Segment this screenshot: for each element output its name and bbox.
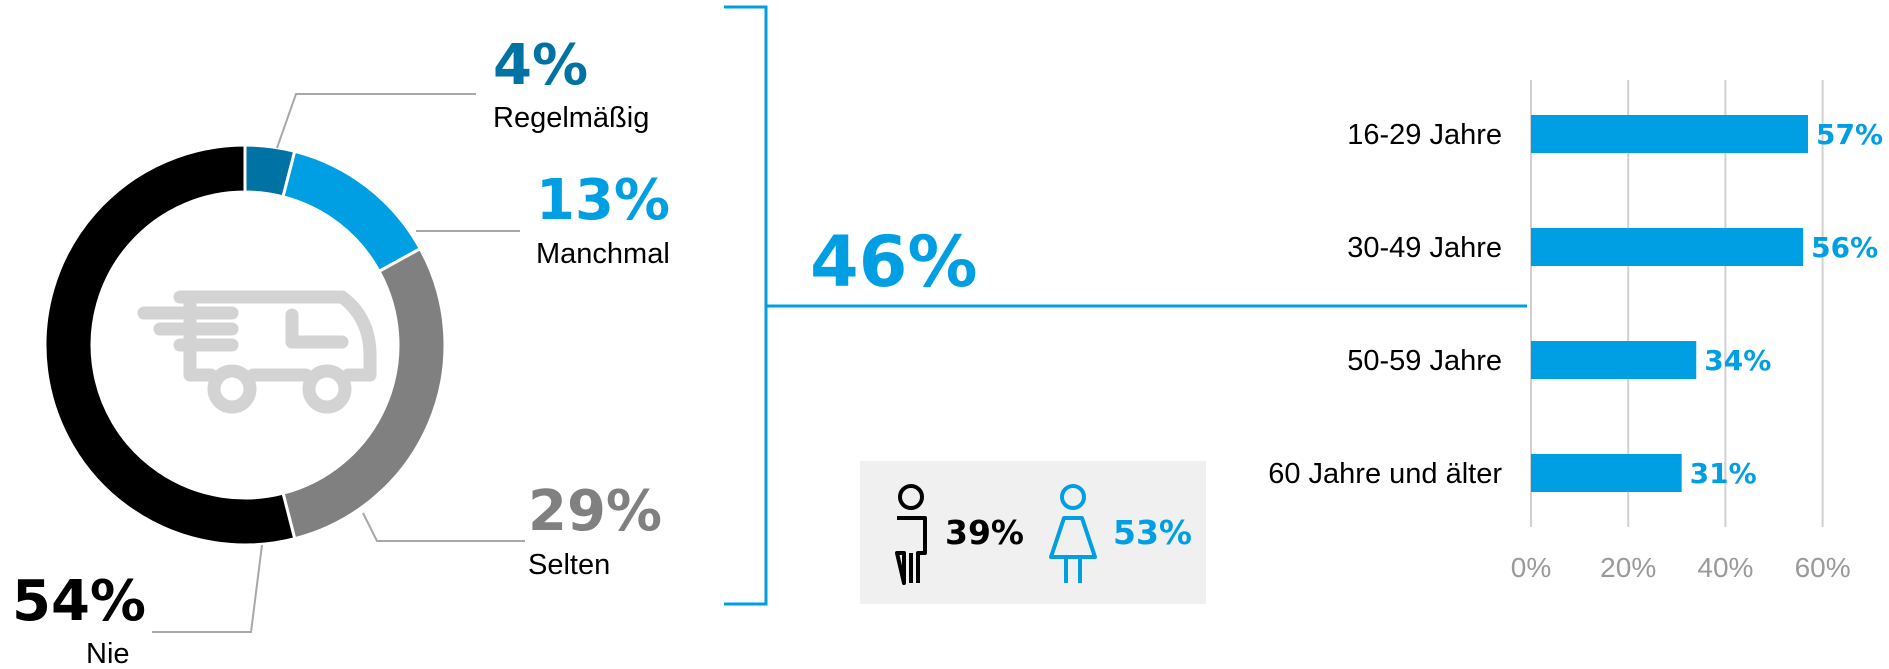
category-label: 50-59 Jahre (1347, 345, 1502, 377)
female-person-icon (1049, 484, 1097, 583)
category-label: 16-29 Jahre (1347, 119, 1502, 151)
leader-line-nie (152, 544, 263, 633)
leader-line-regelmaessig (276, 93, 476, 149)
regelmaessig-percent: 4% (493, 33, 588, 98)
nie-label: Nie (86, 638, 130, 669)
bracket-percent: 46% (810, 221, 978, 303)
bracket (724, 5, 768, 606)
regelmaessig-label: Regelmäßig (493, 102, 649, 134)
selten-label: Selten (528, 549, 610, 581)
x-tick-label: 20% (1600, 552, 1656, 583)
donut-slice-1 (281, 149, 423, 274)
male-percent: 39% (945, 513, 1024, 552)
donut-slice-3 (43, 143, 297, 547)
bar (1531, 115, 1809, 153)
bar (1531, 341, 1697, 379)
bar-value-label: 34% (1704, 344, 1771, 377)
x-tick-label: 60% (1795, 552, 1851, 583)
selten-percent: 29% (528, 479, 662, 544)
bar-value-label: 57% (1816, 118, 1883, 151)
bar (1531, 228, 1804, 266)
male-person-icon (895, 484, 927, 585)
bar-value-label: 56% (1811, 231, 1878, 264)
category-label: 60 Jahre und älter (1268, 458, 1502, 490)
manchmal-percent: 13% (536, 168, 670, 233)
leader-line-selten (362, 512, 525, 542)
age-bar-chart: 0% 20% 40% 60% 16-29 Jahre 57% 30-49 Jahre 56% 5… (1268, 80, 1883, 583)
manchmal-label: Manchmal (536, 238, 670, 270)
nie-percent: 54% (12, 569, 146, 634)
x-tick-label: 0% (1511, 552, 1551, 583)
x-tick-label: 40% (1697, 552, 1753, 583)
donut-leader-lines (152, 93, 525, 633)
bar (1531, 454, 1682, 492)
bar-value-label: 31% (1690, 457, 1757, 490)
delivery-van-icon (137, 290, 377, 414)
category-label: 30-49 Jahre (1347, 232, 1502, 264)
female-percent: 53% (1113, 513, 1192, 552)
donut-chart (43, 143, 447, 547)
